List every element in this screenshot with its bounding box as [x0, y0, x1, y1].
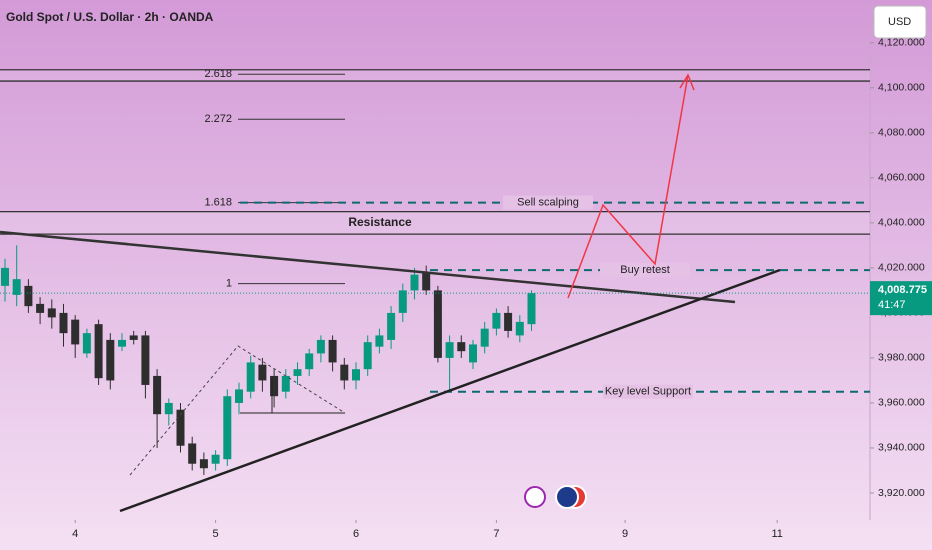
candle-body: [176, 409, 185, 446]
candle-body: [422, 272, 431, 291]
candle-body: [129, 335, 138, 340]
y-tick-label: 3,980.000: [878, 352, 925, 364]
y-tick-label: 3,920.000: [878, 487, 925, 499]
candle-body: [375, 335, 384, 347]
y-tick-label: 4,060.000: [878, 172, 925, 184]
candle-body: [480, 328, 489, 347]
candle-body: [12, 279, 21, 295]
y-tick-label: 4,080.000: [878, 127, 925, 139]
candle-body: [211, 454, 220, 464]
y-tick-label: 4,100.000: [878, 82, 925, 94]
pattern: [129, 345, 346, 476]
y-tick-label: 4,020.000: [878, 262, 925, 274]
level-label: Key level Support: [605, 386, 691, 398]
candle-body: [59, 312, 68, 334]
candle-body: [223, 396, 232, 460]
candle-body: [246, 362, 255, 392]
candle-body: [1, 267, 9, 286]
candle-body: [270, 375, 279, 397]
candle-body: [71, 319, 80, 345]
x-tick-label: 5: [213, 528, 219, 540]
candle-body: [469, 344, 477, 363]
band: [0, 69, 870, 82]
level-label: Sell scalping: [517, 197, 579, 209]
candle-body: [363, 342, 372, 370]
candle-body: [340, 364, 349, 381]
trendline-up: [119, 268, 781, 513]
level-label-bg: [603, 384, 693, 399]
candle-body: [24, 285, 33, 307]
candle-body: [36, 303, 45, 313]
candle-body: [258, 364, 267, 381]
candle-body: [433, 290, 442, 358]
level-label: Buy retest: [620, 264, 670, 276]
level-label-bg: [600, 263, 690, 278]
arrow-head: [679, 73, 695, 91]
candle-body: [141, 335, 150, 385]
x-tick-label: 7: [493, 528, 499, 540]
y-tick-label: 4,040.000: [878, 217, 925, 229]
y-tick-label: 3,960.000: [878, 397, 925, 409]
candle-body: [527, 293, 536, 325]
event-icon[interactable]: [555, 485, 579, 509]
candle-body: [504, 312, 513, 331]
band: [0, 211, 870, 235]
candle-body: [492, 312, 501, 329]
currency: USD: [888, 16, 911, 28]
x-tick-label: 6: [353, 528, 359, 540]
candle-body: [153, 375, 162, 415]
x-tick-label: 11: [771, 528, 782, 540]
candle-body: [235, 389, 243, 403]
candle-body: [164, 402, 173, 415]
x-tick-label: 4: [72, 528, 78, 540]
candle-body: [352, 369, 360, 381]
candle-body: [188, 443, 197, 464]
fib-label: 2.618: [204, 68, 232, 80]
last-price: 4,008.775: [878, 284, 927, 296]
fib-label: 1: [226, 278, 232, 290]
plot: 3,920.000 3,940.000 3,960.000 3,980.000 4,00…: [0, 37, 925, 540]
candle-body: [82, 333, 91, 354]
candle-body: [328, 339, 337, 363]
candle-body: [106, 339, 115, 381]
candle-body: [94, 324, 103, 379]
level-label-bg: [503, 195, 593, 210]
candle-body: [410, 274, 419, 291]
candle-body: [281, 375, 290, 392]
fib-label: 1.618: [204, 197, 232, 209]
candle-body: [47, 308, 56, 318]
candle-body: [387, 312, 396, 340]
trendline-down: [0, 230, 736, 304]
candle-body: [305, 353, 314, 370]
last-price-box: [870, 281, 932, 316]
candle-body: [445, 342, 454, 358]
chart-title: Gold Spot / U.S. Dollar · 2h · OANDA: [6, 10, 214, 24]
y-tick-label: 3,940.000: [878, 442, 925, 454]
x-tick-label: 9: [622, 528, 628, 540]
candle-body: [398, 290, 407, 313]
currency-box[interactable]: [873, 5, 927, 39]
event-icon[interactable]: [524, 486, 546, 508]
candle-body: [293, 369, 302, 376]
candle-body: [199, 459, 208, 469]
candle-body: [316, 339, 325, 354]
y-tick-label: 4,120.000: [878, 37, 925, 49]
candle-body: [515, 321, 524, 336]
band-label: Resistance: [348, 215, 412, 229]
countdown: 41:47: [878, 299, 906, 311]
projection-arrow: [567, 74, 689, 299]
candle-body: [457, 342, 466, 352]
candle-body: [118, 339, 126, 347]
fib-label: 2.272: [204, 113, 232, 125]
